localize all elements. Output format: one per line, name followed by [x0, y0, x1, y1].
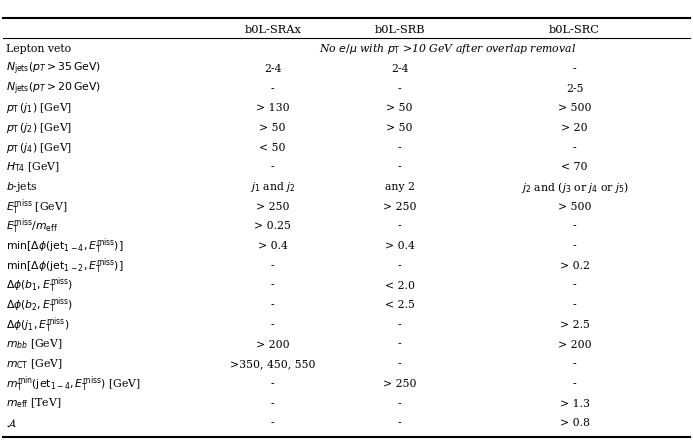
Text: -: -: [573, 281, 577, 290]
Text: $m_{\rm eff}$ [TeV]: $m_{\rm eff}$ [TeV]: [6, 397, 62, 410]
Text: > 0.4: > 0.4: [385, 241, 414, 251]
Text: any 2: any 2: [385, 182, 414, 192]
Text: Lepton veto: Lepton veto: [6, 44, 71, 54]
Text: b0L-SRAx: b0L-SRAx: [245, 25, 301, 35]
Text: > 0.8: > 0.8: [560, 418, 590, 428]
Text: > 250: > 250: [383, 202, 416, 212]
Text: -: -: [271, 261, 274, 271]
Text: -: -: [271, 379, 274, 389]
Text: $\Delta\phi(j_1,E_{\rm T}^{\rm miss})$: $\Delta\phi(j_1,E_{\rm T}^{\rm miss})$: [6, 315, 69, 334]
Text: 2-4: 2-4: [391, 64, 408, 74]
Text: -: -: [398, 143, 401, 153]
Text: -: -: [573, 359, 577, 369]
Text: -: -: [271, 418, 274, 428]
Text: $j_2$ and ($j_3$ or $j_4$ or $j_5$): $j_2$ and ($j_3$ or $j_4$ or $j_5$): [520, 180, 629, 194]
Text: -: -: [573, 241, 577, 251]
Text: > 1.3: > 1.3: [560, 399, 590, 409]
Text: -: -: [573, 379, 577, 389]
Text: -: -: [271, 162, 274, 173]
Text: -: -: [398, 162, 401, 173]
Text: $\Delta\phi(b_2,E_{\rm T}^{\rm miss})$: $\Delta\phi(b_2,E_{\rm T}^{\rm miss})$: [6, 295, 73, 315]
Text: No $e/\mu$ with $p_{\rm T}$ >10 GeV after overlap removal: No $e/\mu$ with $p_{\rm T}$ >10 GeV afte…: [319, 42, 576, 56]
Text: < 70: < 70: [561, 162, 588, 173]
Text: b0L-SRB: b0L-SRB: [374, 25, 425, 35]
Text: $m_{\rm T}^{\rm min}({\rm jet}_{1-4},E_{\rm T}^{\rm miss})$ [GeV]: $m_{\rm T}^{\rm min}({\rm jet}_{1-4},E_{…: [6, 374, 141, 394]
Text: $N_{\rm jets}(p_T > 35\,{\rm GeV})$: $N_{\rm jets}(p_T > 35\,{\rm GeV})$: [6, 61, 101, 77]
Text: -: -: [271, 84, 274, 94]
Text: > 50: > 50: [259, 123, 286, 133]
Text: > 200: > 200: [256, 339, 290, 350]
Text: $p_{\rm T}\,(j_4)$ [GeV]: $p_{\rm T}\,(j_4)$ [GeV]: [6, 141, 73, 155]
Text: -: -: [573, 300, 577, 310]
Text: 2-5: 2-5: [566, 84, 584, 94]
Text: $\Delta\phi(b_1,E_{\rm T}^{\rm miss})$: $\Delta\phi(b_1,E_{\rm T}^{\rm miss})$: [6, 276, 73, 295]
Text: -: -: [573, 222, 577, 231]
Text: -: -: [398, 359, 401, 369]
Text: > 130: > 130: [256, 103, 290, 113]
Text: > 500: > 500: [558, 103, 591, 113]
Text: $\min[\Delta\phi({\rm jet}_{1-2},E_{\rm T}^{\rm miss})]$: $\min[\Delta\phi({\rm jet}_{1-2},E_{\rm …: [6, 256, 124, 276]
Text: $H_{\rm T4}$ [GeV]: $H_{\rm T4}$ [GeV]: [6, 161, 60, 174]
Text: -: -: [271, 300, 274, 310]
Text: -: -: [398, 339, 401, 350]
Text: 2-4: 2-4: [264, 64, 281, 74]
Text: -: -: [398, 222, 401, 231]
Text: $b$-jets: $b$-jets: [6, 180, 38, 194]
Text: < 2.5: < 2.5: [385, 300, 414, 310]
Text: > 20: > 20: [561, 123, 588, 133]
Text: $p_{\rm T}\,(j_2)$ [GeV]: $p_{\rm T}\,(j_2)$ [GeV]: [6, 121, 73, 135]
Text: $N_{\rm jets}(p_T > 20\,{\rm GeV})$: $N_{\rm jets}(p_T > 20\,{\rm GeV})$: [6, 80, 101, 97]
Text: > 0.25: > 0.25: [254, 222, 291, 231]
Text: $\min[\Delta\phi({\rm jet}_{1-4},E_{\rm T}^{\rm miss})]$: $\min[\Delta\phi({\rm jet}_{1-4},E_{\rm …: [6, 236, 124, 256]
Text: $E_{\rm T}^{\rm miss}/m_{\rm eff}$: $E_{\rm T}^{\rm miss}/m_{\rm eff}$: [6, 217, 58, 236]
Text: $\mathcal{A}$: $\mathcal{A}$: [6, 417, 17, 429]
Text: -: -: [271, 399, 274, 409]
Text: -: -: [398, 320, 401, 330]
Text: > 200: > 200: [558, 339, 591, 350]
Text: -: -: [573, 143, 577, 153]
Text: -: -: [398, 84, 401, 94]
Text: $j_1$ and $j_2$: $j_1$ and $j_2$: [250, 180, 296, 194]
Text: b0L-SRC: b0L-SRC: [549, 25, 600, 35]
Text: -: -: [398, 418, 401, 428]
Text: $p_{\rm T}\,(j_1)$ [GeV]: $p_{\rm T}\,(j_1)$ [GeV]: [6, 101, 73, 116]
Text: > 0.2: > 0.2: [560, 261, 590, 271]
Text: -: -: [398, 261, 401, 271]
Text: -: -: [398, 399, 401, 409]
Text: > 50: > 50: [387, 123, 413, 133]
Text: > 250: > 250: [256, 202, 290, 212]
Text: < 50: < 50: [259, 143, 286, 153]
Text: > 250: > 250: [383, 379, 416, 389]
Text: > 500: > 500: [558, 202, 591, 212]
Text: -: -: [271, 281, 274, 290]
Text: > 0.4: > 0.4: [258, 241, 288, 251]
Text: >350, 450, 550: >350, 450, 550: [230, 359, 315, 369]
Text: > 2.5: > 2.5: [560, 320, 590, 330]
Text: $E_{\rm T}^{\rm miss}$ [GeV]: $E_{\rm T}^{\rm miss}$ [GeV]: [6, 197, 67, 217]
Text: > 50: > 50: [387, 103, 413, 113]
Text: $m_{\rm CT}$ [GeV]: $m_{\rm CT}$ [GeV]: [6, 357, 63, 371]
Text: $m_{bb}$ [GeV]: $m_{bb}$ [GeV]: [6, 338, 63, 351]
Text: -: -: [271, 320, 274, 330]
Text: -: -: [573, 64, 577, 74]
Text: < 2.0: < 2.0: [385, 281, 414, 290]
